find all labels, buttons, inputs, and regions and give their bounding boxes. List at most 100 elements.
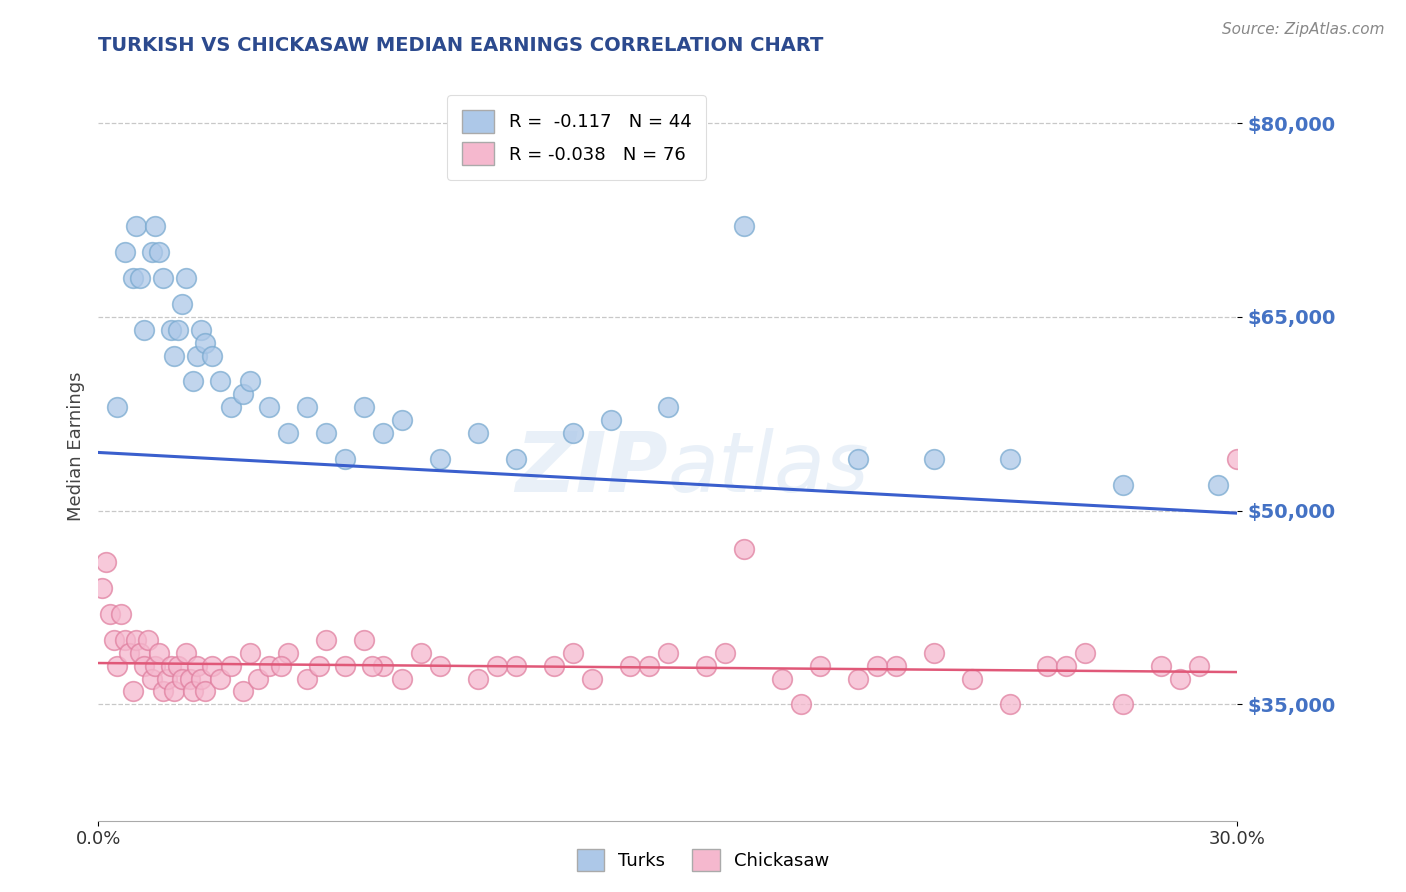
Point bbox=[121, 271, 143, 285]
Point bbox=[246, 672, 269, 686]
Point bbox=[1150, 658, 1173, 673]
Point bbox=[232, 684, 254, 698]
Point bbox=[239, 646, 262, 660]
Point bbox=[118, 646, 141, 660]
Point bbox=[152, 271, 174, 285]
Point bbox=[103, 632, 125, 647]
Text: TURKISH VS CHICKASAW MEDIAN EARNINGS CORRELATION CHART: TURKISH VS CHICKASAW MEDIAN EARNINGS COR… bbox=[98, 36, 824, 54]
Point bbox=[259, 658, 281, 673]
Point bbox=[156, 672, 179, 686]
Point bbox=[170, 297, 193, 311]
Point bbox=[132, 323, 155, 337]
Point bbox=[846, 672, 869, 686]
Point bbox=[308, 658, 330, 673]
Point bbox=[391, 413, 413, 427]
Point bbox=[194, 335, 217, 350]
Point bbox=[1112, 477, 1135, 491]
Point bbox=[183, 375, 205, 389]
Point bbox=[221, 401, 243, 415]
Point bbox=[136, 632, 159, 647]
Point bbox=[391, 672, 413, 686]
Point bbox=[714, 646, 737, 660]
Point bbox=[159, 323, 181, 337]
Point bbox=[190, 323, 212, 337]
Point bbox=[110, 607, 132, 621]
Point bbox=[141, 672, 163, 686]
Point bbox=[770, 672, 793, 686]
Point bbox=[467, 426, 489, 441]
Point bbox=[179, 672, 201, 686]
Point bbox=[846, 451, 869, 466]
Point bbox=[208, 375, 231, 389]
Point bbox=[186, 349, 208, 363]
Point bbox=[733, 219, 755, 234]
Point bbox=[167, 323, 190, 337]
Point bbox=[1188, 658, 1211, 673]
Point bbox=[167, 658, 190, 673]
Point bbox=[638, 658, 661, 673]
Point bbox=[194, 684, 217, 698]
Point bbox=[353, 401, 375, 415]
Point bbox=[163, 349, 186, 363]
Point bbox=[543, 658, 565, 673]
Point bbox=[125, 219, 148, 234]
Point bbox=[790, 698, 813, 712]
Point bbox=[121, 684, 143, 698]
Point bbox=[259, 401, 281, 415]
Point bbox=[174, 646, 197, 660]
Point bbox=[360, 658, 382, 673]
Point bbox=[163, 684, 186, 698]
Point bbox=[208, 672, 231, 686]
Point bbox=[884, 658, 907, 673]
Point bbox=[107, 401, 129, 415]
Point bbox=[297, 401, 319, 415]
Point bbox=[132, 658, 155, 673]
Point bbox=[129, 646, 152, 660]
Point bbox=[148, 245, 170, 260]
Point bbox=[186, 658, 208, 673]
Point bbox=[141, 245, 163, 260]
Y-axis label: Median Earnings: Median Earnings bbox=[66, 371, 84, 521]
Point bbox=[1074, 646, 1097, 660]
Point bbox=[239, 375, 262, 389]
Point bbox=[657, 646, 679, 660]
Point bbox=[91, 581, 114, 595]
Point bbox=[125, 632, 148, 647]
Point bbox=[562, 646, 585, 660]
Point bbox=[619, 658, 641, 673]
Point bbox=[371, 426, 394, 441]
Point bbox=[335, 658, 357, 673]
Point bbox=[201, 658, 224, 673]
Point bbox=[429, 451, 451, 466]
Point bbox=[1036, 658, 1059, 673]
Point bbox=[998, 451, 1021, 466]
Point bbox=[129, 271, 152, 285]
Point bbox=[159, 658, 181, 673]
Point bbox=[581, 672, 603, 686]
Point bbox=[94, 555, 117, 569]
Point bbox=[277, 646, 299, 660]
Point bbox=[297, 672, 319, 686]
Point bbox=[1170, 672, 1192, 686]
Point bbox=[107, 658, 129, 673]
Point bbox=[190, 672, 212, 686]
Point bbox=[808, 658, 831, 673]
Text: atlas: atlas bbox=[668, 428, 869, 509]
Point bbox=[183, 684, 205, 698]
Point bbox=[998, 698, 1021, 712]
Point bbox=[600, 413, 623, 427]
Point bbox=[505, 451, 527, 466]
Point bbox=[922, 646, 945, 660]
Point bbox=[657, 401, 679, 415]
Point bbox=[922, 451, 945, 466]
Point bbox=[429, 658, 451, 673]
Point bbox=[221, 658, 243, 673]
Point bbox=[733, 542, 755, 557]
Point bbox=[505, 658, 527, 673]
Point bbox=[866, 658, 889, 673]
Point bbox=[1054, 658, 1078, 673]
Point bbox=[353, 632, 375, 647]
Point bbox=[315, 426, 337, 441]
Point bbox=[960, 672, 983, 686]
Point bbox=[695, 658, 717, 673]
